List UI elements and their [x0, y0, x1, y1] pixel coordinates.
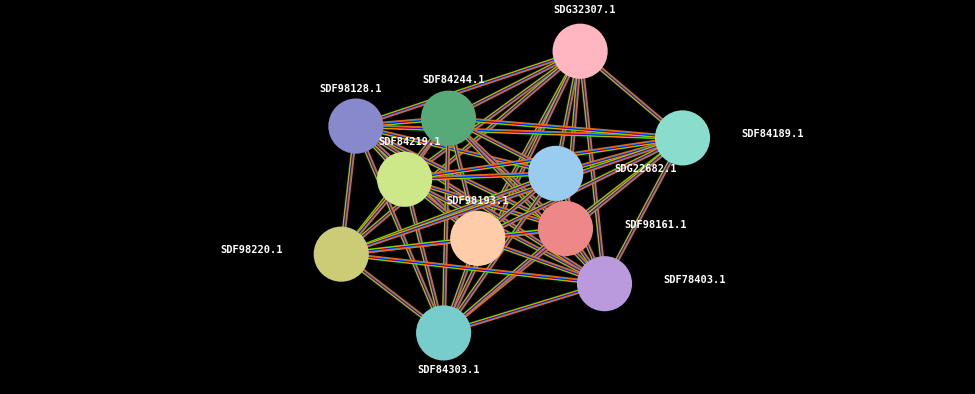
Ellipse shape — [421, 91, 476, 146]
Text: SDG32307.1: SDG32307.1 — [554, 5, 616, 15]
Ellipse shape — [577, 256, 632, 311]
Ellipse shape — [314, 227, 369, 282]
Ellipse shape — [450, 211, 505, 266]
Text: SDF84219.1: SDF84219.1 — [378, 137, 441, 147]
Text: SDF98220.1: SDF98220.1 — [220, 245, 283, 255]
Text: SDF78403.1: SDF78403.1 — [663, 275, 725, 285]
Text: SDF84303.1: SDF84303.1 — [417, 365, 480, 375]
Text: SDF98161.1: SDF98161.1 — [624, 219, 686, 230]
Text: SDF98193.1: SDF98193.1 — [447, 196, 509, 206]
Ellipse shape — [416, 305, 471, 361]
Ellipse shape — [329, 98, 383, 154]
Text: SDF98128.1: SDF98128.1 — [320, 84, 382, 94]
Ellipse shape — [553, 24, 607, 79]
Text: SDF84189.1: SDF84189.1 — [741, 129, 803, 139]
Ellipse shape — [538, 201, 593, 256]
Text: SDG22682.1: SDG22682.1 — [614, 164, 677, 175]
Ellipse shape — [528, 146, 583, 201]
Ellipse shape — [377, 152, 432, 207]
Text: SDF84244.1: SDF84244.1 — [422, 75, 485, 85]
Ellipse shape — [655, 110, 710, 165]
